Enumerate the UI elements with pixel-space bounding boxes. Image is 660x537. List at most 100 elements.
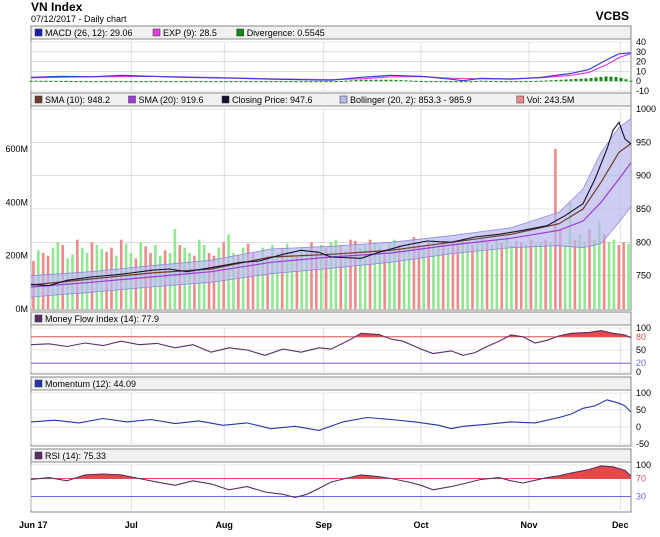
brand-label: VCBS [595, 9, 629, 23]
volume-bar [388, 242, 391, 309]
macd-divergence-bar [154, 81, 158, 83]
volume-bar [529, 239, 533, 309]
macd-divergence-bar [89, 81, 93, 83]
chart-title: VN Index [31, 0, 83, 14]
price-y-tick: 900 [636, 171, 651, 181]
macd-legend-entry: Divergence: 0.5545 [247, 28, 325, 38]
macd-divergence-bar [589, 78, 593, 82]
volume-bar [471, 245, 474, 309]
price-legend-bar [30, 92, 632, 107]
volume-bar [476, 241, 479, 309]
macd-divergence-bar [469, 81, 473, 83]
chart-subtitle: 07/12/2017 - Daily chart [31, 14, 127, 24]
macd-divergence-bar [299, 81, 303, 83]
macd-divergence-bar [64, 80, 68, 82]
macd-y-tick: 0 [636, 76, 641, 86]
macd-divergence-bar [84, 81, 88, 83]
volume-bar [432, 239, 435, 309]
volume-bar [295, 255, 299, 309]
volume-bar [563, 245, 567, 309]
macd-divergence-bar [574, 78, 578, 82]
rsi-y-tick: 70 [636, 474, 646, 484]
macd-divergence-bar [604, 76, 608, 82]
mfi-y-tick: 50 [636, 345, 646, 355]
mfi-line [30, 330, 632, 356]
mfi-y-tick: 20 [636, 358, 646, 368]
macd-divergence-bar [534, 80, 538, 82]
volume-bar [558, 229, 562, 309]
macd-divergence-bar [139, 81, 143, 83]
price-y-tick: 750 [636, 271, 651, 281]
price-y-tick: 1000 [636, 104, 656, 114]
macd-divergence-bar [389, 79, 393, 82]
macd-divergence-bar [584, 78, 588, 82]
volume-bar [627, 244, 630, 309]
volume-bar [358, 247, 362, 309]
volume-bar [622, 242, 625, 309]
macd-divergence-bar [129, 81, 133, 83]
volume-bar [212, 255, 216, 309]
macd-divergence-bar [189, 81, 193, 83]
volume-bar [612, 239, 616, 309]
rsi-line [30, 465, 632, 498]
volume-bar [510, 245, 513, 309]
macd-y-tick: 40 [636, 37, 646, 47]
momentum-y-tick: 100 [636, 388, 651, 398]
x-axis-label: Nov [520, 520, 537, 530]
macd-divergence-bar [244, 81, 248, 83]
volume-bar [539, 242, 543, 309]
mfi-y-tick: 100 [636, 323, 651, 333]
macd-divergence-bar [69, 81, 73, 83]
macd-divergence-bar [204, 81, 208, 83]
macd-legend-entry: EXP (9): 28.5 [163, 28, 217, 38]
macd-divergence-bar [609, 76, 613, 82]
x-axis-label: Aug [215, 520, 233, 530]
price-y-tick: 950 [636, 137, 651, 147]
macd-legend-bar [30, 25, 632, 40]
macd-divergence-bar [104, 81, 108, 83]
macd-divergence-bar [504, 81, 508, 83]
volume-bar [266, 255, 269, 309]
volume-bar [417, 243, 421, 309]
macd-divergence-bar [384, 79, 388, 82]
volume-bar [500, 242, 504, 309]
volume-bar [339, 245, 343, 309]
volume-bar [466, 242, 469, 309]
volume-bar [519, 242, 523, 309]
x-axis-label: Dec [612, 520, 629, 530]
volume-bar [607, 242, 611, 309]
volume-bar [407, 242, 411, 309]
macd-divergence-bar [249, 81, 253, 83]
macd-divergence-bar [559, 79, 563, 82]
volume-bar [461, 239, 465, 309]
price-legend-entry: SMA (10): 948.2 [45, 95, 110, 105]
macd-divergence-bar [454, 81, 458, 83]
volume-bar [378, 245, 382, 309]
macd-y-tick: 20 [636, 57, 646, 67]
macd-divergence-bar [344, 80, 348, 82]
macd-line [30, 52, 632, 82]
macd-divergence-bar [269, 81, 273, 83]
volume-bar [397, 245, 401, 309]
volume-bar [597, 221, 601, 309]
macd-divergence-bar [544, 80, 548, 82]
macd-divergence-bar [114, 81, 118, 83]
volume-bar [402, 247, 406, 309]
macd-divergence-bar [94, 81, 98, 83]
volume-bar [549, 242, 552, 309]
macd-divergence-bar [464, 81, 468, 83]
volume-bar [505, 237, 508, 309]
macd-divergence-bar [184, 81, 188, 83]
macd-divergence-bar [254, 81, 258, 83]
macd-divergence-bar [214, 81, 218, 83]
macd-divergence-bar [304, 81, 308, 83]
volume-bar [290, 253, 294, 309]
macd-divergence-bar [514, 81, 518, 83]
macd-divergence-bar [229, 81, 233, 83]
volume-bar [344, 250, 347, 309]
macd-divergence-bar [149, 81, 153, 83]
macd-divergence-bar [174, 81, 178, 83]
rsi-overbought-area [31, 465, 631, 479]
volume-bar [310, 242, 313, 309]
price-y-tick: 850 [636, 204, 651, 214]
